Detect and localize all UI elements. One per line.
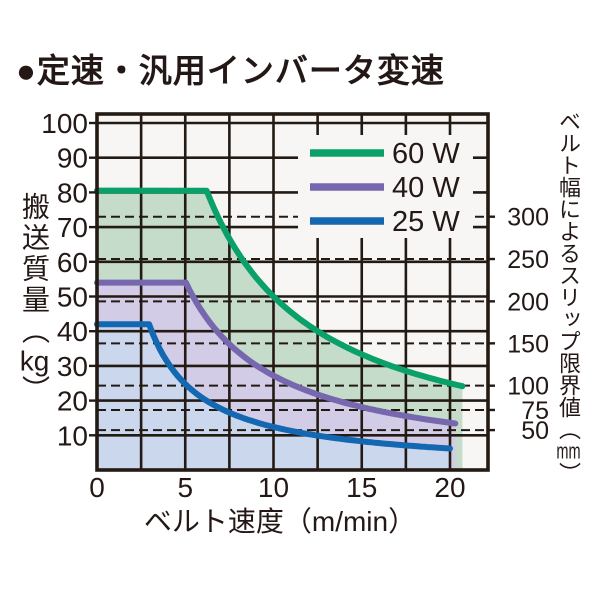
x-tick-label: 15 (346, 472, 377, 503)
plot-border (95, 112, 490, 472)
right-tick-label: 100 (507, 373, 549, 401)
y-axis-title-text: 搬送質量 (19, 192, 50, 316)
y-axis-title: 搬送質量（kg） (14, 192, 54, 406)
right-tick-label: 50 (521, 417, 549, 445)
y-axis-title-open-paren: （ (19, 316, 50, 347)
y-axis-title-close-paren: ） (19, 375, 50, 406)
legend: 60 W40 W25 W (298, 135, 473, 238)
y-tick-label: 100 (41, 108, 88, 139)
right-tick-label: 300 (507, 204, 549, 232)
x-axis-title: ベルト速度（m/min） (143, 506, 417, 537)
legend-label-25w: 25 W (392, 206, 460, 238)
right-axis-title: ベルト幅によるスリップ限界値（mm） (552, 110, 584, 484)
y-tick-label: 10 (57, 420, 88, 451)
y-axis-unit: kg (19, 347, 50, 375)
series-curves (94, 187, 466, 452)
x-tick-label: 10 (258, 472, 289, 503)
right-tick-label: 200 (507, 288, 549, 316)
x-tick-label: 0 (89, 472, 105, 503)
right-tick-label: 250 (507, 246, 549, 274)
x-tick-label: 20 (434, 472, 465, 503)
chart-title: ●定速・汎用インバータ変速 (16, 52, 445, 89)
x-tick-label: 5 (177, 472, 193, 503)
y-tick-label: 30 (57, 351, 88, 382)
right-axis-title-text: ベルト幅によるスリップ限界値 (556, 110, 581, 418)
series-curve-60w (94, 187, 466, 390)
right-tick-label: 75 (521, 397, 549, 425)
legend-label-60w: 60 W (392, 138, 460, 170)
y-tick-label: 70 (57, 212, 88, 243)
y-tick-label: 60 (57, 247, 88, 278)
y-tick-label: 20 (57, 386, 88, 417)
y-tick-label: 90 (57, 143, 88, 174)
y-tick-label: 40 (57, 316, 88, 347)
legend-label-40w: 40 W (392, 172, 460, 204)
y-tick-label: 50 (57, 282, 88, 313)
series-curve-40w (94, 279, 459, 427)
right-axis-unit: mm (556, 440, 581, 462)
right-axis-title-close-paren: ） (556, 462, 581, 484)
right-axis-title-open-paren: （ (556, 418, 581, 440)
y-tick-label: 80 (57, 177, 88, 208)
series-curve-25w (94, 321, 453, 452)
right-tick-label: 150 (507, 330, 549, 358)
